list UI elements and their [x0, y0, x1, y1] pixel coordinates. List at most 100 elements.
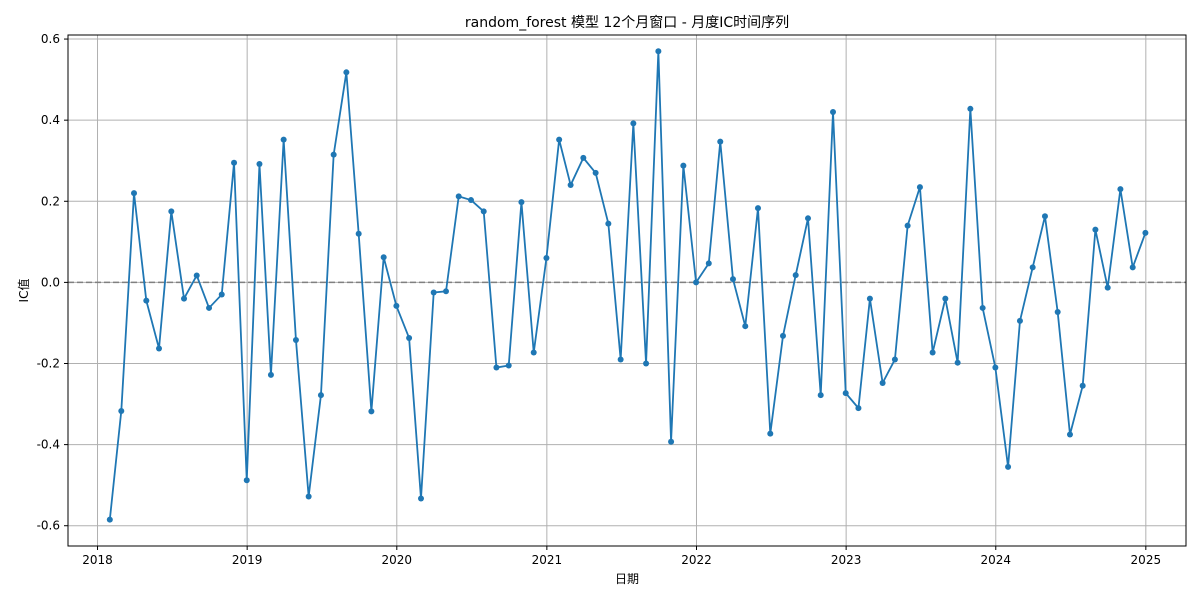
y-axis-title: IC值: [16, 279, 31, 303]
data-point: [1041, 213, 1048, 220]
data-point: [530, 349, 537, 356]
data-point: [680, 162, 687, 169]
data-point: [942, 295, 949, 302]
data-point: [1104, 284, 1111, 291]
x-tick-label: 2020: [382, 553, 413, 567]
data-point: [967, 105, 974, 112]
data-point: [668, 438, 675, 445]
data-point: [518, 199, 525, 206]
y-tick-label: 0.2: [41, 194, 60, 208]
x-tick-label: 2018: [82, 553, 113, 567]
data-point: [1129, 264, 1136, 271]
data-point: [193, 272, 200, 279]
data-point: [842, 390, 849, 397]
data-point: [1005, 463, 1012, 470]
x-tick-label: 2019: [232, 553, 263, 567]
data-point: [605, 220, 612, 227]
data-point: [380, 254, 387, 261]
data-point: [592, 169, 599, 176]
x-axis-title: 日期: [615, 572, 639, 586]
data-point: [767, 430, 774, 437]
data-point: [916, 184, 923, 191]
data-point: [1016, 317, 1023, 324]
data-point: [181, 295, 188, 302]
data-point: [1117, 186, 1124, 193]
y-axis-ticks: -0.6 -0.4 -0.2 0.0 0.2 0.4 0.6: [37, 32, 68, 533]
data-point: [954, 359, 961, 366]
data-point: [1092, 226, 1099, 233]
data-point: [556, 136, 563, 143]
data-point: [143, 297, 150, 304]
data-point: [505, 362, 512, 369]
data-point: [1066, 431, 1073, 438]
data-point: [317, 392, 324, 399]
data-point: [929, 349, 936, 356]
x-tick-label: 2024: [980, 553, 1011, 567]
data-point: [393, 302, 400, 309]
data-point: [1029, 264, 1036, 271]
data-point: [442, 288, 449, 295]
y-tick-label: -0.6: [37, 519, 60, 533]
data-point: [830, 109, 837, 116]
plot-frame: [67, 34, 1187, 547]
data-point: [729, 276, 736, 283]
data-point: [630, 120, 637, 127]
data-point: [106, 516, 113, 523]
data-point: [693, 279, 700, 286]
data-point: [855, 405, 862, 412]
data-point: [118, 407, 125, 414]
x-tick-label: 2021: [532, 553, 563, 567]
data-point: [705, 260, 712, 267]
x-tick-label: 2023: [831, 553, 862, 567]
data-point: [218, 291, 225, 298]
data-point: [1142, 229, 1149, 236]
data-point: [979, 304, 986, 311]
data-point: [992, 364, 999, 371]
data-point: [243, 477, 250, 484]
series-line: [108, 50, 1147, 520]
data-point: [580, 154, 587, 161]
data-point: [368, 408, 375, 415]
y-tick-label: -0.4: [37, 438, 60, 452]
data-point: [480, 208, 487, 215]
data-point: [643, 360, 650, 367]
data-point: [617, 356, 624, 363]
data-point: [904, 222, 911, 229]
data-point: [779, 332, 786, 339]
data-point: [543, 255, 550, 262]
x-axis-ticks: 2018 2019 2020 2021 2022 2023 2024 2025: [82, 546, 1161, 567]
data-point: [131, 190, 138, 197]
data-points: [106, 48, 1149, 523]
data-point: [267, 371, 274, 378]
data-point: [417, 495, 424, 502]
data-point: [355, 230, 362, 237]
data-point: [891, 356, 898, 363]
data-point: [343, 69, 350, 76]
data-point: [168, 208, 175, 215]
data-point: [717, 138, 724, 145]
data-point: [330, 151, 337, 158]
data-point: [567, 182, 574, 189]
grid-lines: [68, 35, 1186, 546]
data-point: [455, 193, 462, 200]
data-point: [231, 159, 238, 166]
data-point: [305, 493, 312, 500]
data-point: [866, 295, 873, 302]
y-tick-label: 0.4: [41, 113, 60, 127]
data-point: [1054, 308, 1061, 315]
data-point: [468, 197, 475, 204]
data-point: [805, 215, 812, 222]
x-tick-label: 2025: [1131, 553, 1162, 567]
data-point: [1079, 382, 1086, 389]
y-tick-label: 0.0: [41, 275, 60, 289]
data-point: [655, 48, 662, 55]
data-point: [206, 304, 213, 311]
y-tick-label: 0.6: [41, 32, 60, 46]
data-point: [292, 336, 299, 343]
data-point: [406, 334, 413, 341]
y-tick-label: -0.2: [37, 357, 60, 371]
data-point: [754, 205, 761, 212]
data-point: [430, 289, 437, 296]
data-point: [280, 136, 287, 143]
